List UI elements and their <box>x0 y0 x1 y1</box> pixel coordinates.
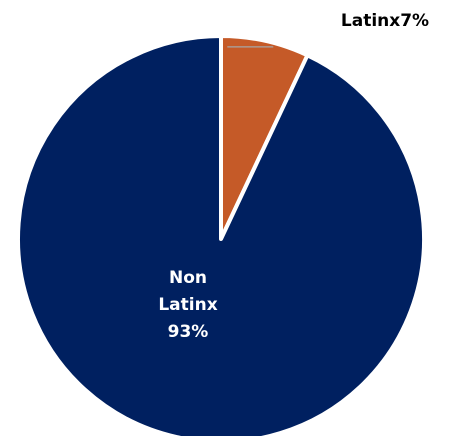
pie-slice-non-latinx <box>16 34 426 436</box>
pie-labels: Latinx7% Non Latinx 93% <box>158 11 429 342</box>
slice-label-non-latinx-line-3: 93% <box>168 322 209 342</box>
slice-label-latinx: Latinx7% <box>341 11 429 31</box>
slice-label-non-latinx-line-2: Latinx <box>158 295 217 315</box>
slice-label-non-latinx-line-1: Non <box>169 268 207 288</box>
pie-slices <box>16 34 426 436</box>
